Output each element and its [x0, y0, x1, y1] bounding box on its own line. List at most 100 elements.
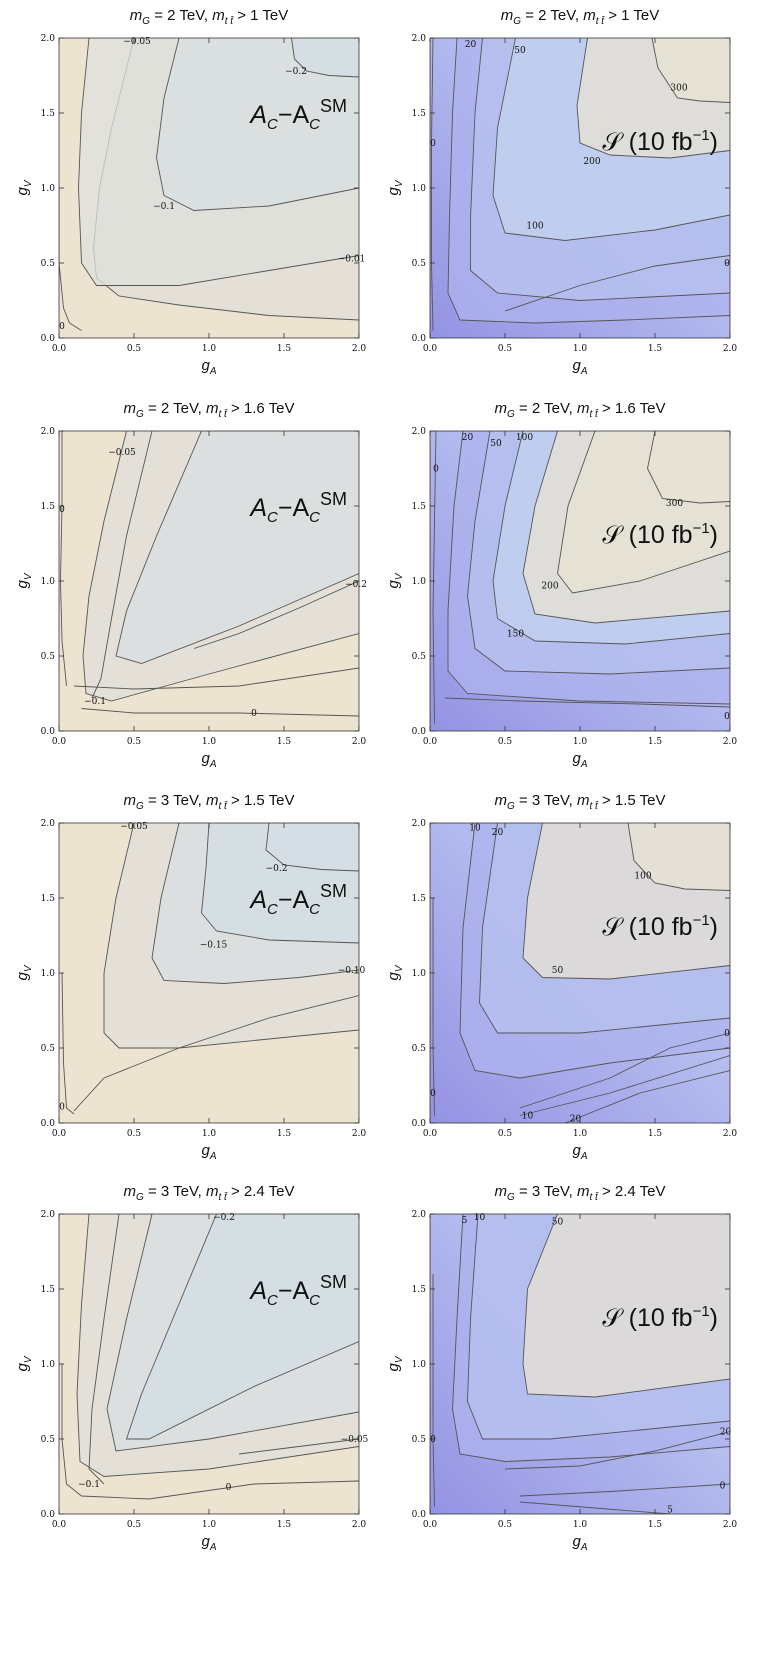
contour-region [523, 1214, 730, 1397]
contour-label: −0.01 [338, 255, 366, 265]
contour-label: −0.1 [153, 202, 175, 212]
contour-line [82, 431, 359, 702]
y-tick-label: 1.0 [41, 969, 56, 979]
y-tick-label: 0.0 [412, 727, 427, 737]
contour-region [628, 823, 730, 891]
contour-line [156, 38, 359, 211]
contour-line [492, 38, 730, 241]
contour-label: 10 [469, 824, 481, 834]
contour-label: −0.2 [345, 580, 367, 590]
y-tick-label: 2.0 [412, 1210, 427, 1220]
contour-label: 300 [670, 84, 687, 94]
contour-label: 0 [724, 712, 730, 722]
contour-line [265, 823, 359, 872]
plot-annotation: AC−ACSM [248, 96, 347, 133]
contour-line [125, 1214, 359, 1440]
x-tick-label: 2.0 [723, 1129, 738, 1139]
x-tick-label: 0.5 [127, 1520, 142, 1530]
x-tick-label: 0.0 [423, 1129, 438, 1139]
contour-line [627, 823, 730, 891]
y-axis-label: gV [14, 964, 34, 980]
y-tick-label: 1.5 [412, 894, 427, 904]
chart-panel-8: mG = 3 TeV, mt t̄ > 2.4 TeV 0 5 10 20 0 5 50 0.0… [385, 1183, 737, 1553]
contour-line [73, 995, 359, 1112]
y-tick-label: 1.5 [412, 502, 427, 512]
contour-label: −0.05 [341, 1435, 369, 1445]
contour-label: 200 [583, 157, 600, 167]
y-axis-label: gV [385, 179, 405, 195]
x-tick-label: 0.5 [498, 344, 513, 354]
y-axis-label: gV [14, 179, 34, 195]
contour-line [470, 38, 730, 301]
contour-line [88, 1214, 120, 1485]
contour-label: 20 [492, 828, 504, 838]
contour-label: 100 [516, 433, 533, 443]
x-tick-label: 1.5 [648, 1520, 663, 1530]
plot-annotation: AC−ACSM [248, 881, 347, 918]
chart-title: mG = 2 TeV, mt t̄ > 1.6 TeV [124, 400, 295, 420]
chart-title: mG = 3 TeV, mt t̄ > 2.4 TeV [495, 1183, 666, 1203]
chart-title: mG = 2 TeV, mt t̄ > 1 TeV [130, 7, 288, 27]
contour-region [156, 38, 359, 211]
contour-label: 150 [507, 630, 524, 640]
chart-panel-2: mG = 2 TeV, mt t̄ > 1 TeV 0 20 50 100 0 200 300… [385, 7, 738, 377]
y-tick-label: 0.5 [412, 1435, 427, 1445]
contour-label: 10 [474, 1213, 486, 1223]
contour-line [151, 823, 359, 984]
contour-label: 0 [59, 505, 65, 515]
y-tick-label: 1.5 [41, 502, 56, 512]
x-tick-label: 1.5 [277, 1520, 292, 1530]
y-tick-label: 0.5 [412, 652, 427, 662]
contour-line [444, 697, 730, 708]
y-tick-label: 0.0 [412, 1510, 427, 1520]
y-tick-label: 2.0 [412, 34, 427, 44]
x-tick-label: 0.0 [423, 1520, 438, 1530]
contour-line [61, 972, 75, 1115]
plot-annotation: 𝒮 (10 fb−1) [602, 127, 718, 156]
contour-line [467, 431, 730, 675]
y-tick-label: 1.5 [41, 1285, 56, 1295]
y-tick-label: 0.5 [412, 259, 427, 269]
contour-label: 200 [541, 582, 558, 592]
contour-label: 0 [430, 1089, 436, 1099]
chart-panel-4: mG = 2 TeV, mt t̄ > 1.6 TeV 0 20 50 100 0 150 2… [385, 400, 737, 770]
x-axis-label: gA [201, 1533, 216, 1553]
contour-label: 20 [570, 1115, 582, 1125]
chart-title: mG = 3 TeV, mt t̄ > 1.5 TeV [495, 792, 666, 812]
contour-label: 50 [552, 1218, 564, 1228]
contour-line [522, 431, 730, 624]
contour-line [447, 431, 730, 705]
x-tick-label: 0.5 [498, 737, 513, 747]
x-tick-label: 1.5 [277, 344, 292, 354]
chart-title: mG = 3 TeV, mt t̄ > 1.5 TeV [124, 792, 295, 812]
contour-region [266, 823, 359, 871]
x-tick-label: 0.5 [127, 737, 142, 747]
contour-label: −0.15 [200, 941, 228, 951]
contour-label: 100 [526, 222, 543, 232]
x-tick-label: 1.5 [277, 1129, 292, 1139]
y-tick-label: 1.5 [41, 894, 56, 904]
contour-line [557, 431, 730, 594]
contour-line [447, 38, 730, 324]
y-axis-label: gV [14, 572, 34, 588]
x-tick-label: 1.0 [573, 344, 588, 354]
y-tick-label: 1.0 [412, 577, 427, 587]
x-tick-label: 2.0 [723, 344, 738, 354]
y-tick-label: 2.0 [41, 34, 56, 44]
contour-line [106, 1214, 359, 1452]
chart-panel-6: mG = 3 TeV, mt t̄ > 1.5 TeV 0 10 20 0 10 20 50 1… [385, 792, 738, 1162]
chart-panel-1: mG = 2 TeV, mt t̄ > 1 TeV 0 −0.05 −0.01 −0.1… [14, 7, 366, 377]
contour-line [115, 431, 359, 664]
contour-line [519, 1483, 730, 1497]
y-tick-label: 2.0 [41, 427, 56, 437]
x-axis-label: gA [572, 1142, 587, 1162]
contour-line [647, 431, 730, 504]
x-tick-label: 1.0 [573, 1129, 588, 1139]
contour-label: 50 [490, 439, 502, 449]
contour-label: −0.10 [338, 966, 366, 976]
y-tick-label: 1.0 [41, 577, 56, 587]
y-tick-label: 1.0 [412, 1360, 427, 1370]
contour-line [91, 431, 153, 699]
y-tick-label: 1.0 [412, 969, 427, 979]
contour-line [522, 823, 730, 980]
